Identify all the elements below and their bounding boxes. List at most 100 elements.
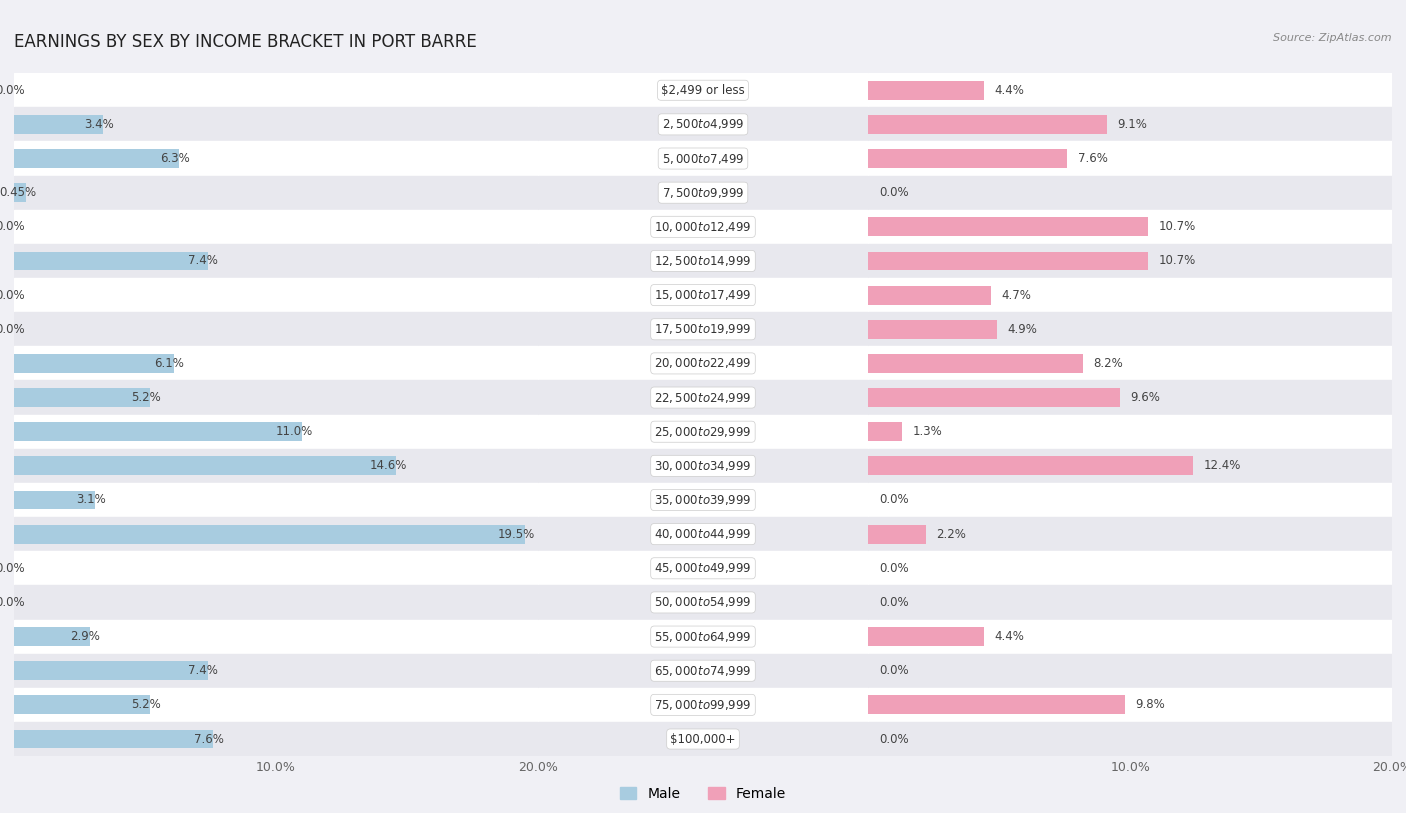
Bar	[869, 176, 1392, 210]
Bar	[869, 722, 1392, 756]
Bar	[537, 483, 869, 517]
Bar	[869, 695, 1125, 715]
Text: 0.0%: 0.0%	[0, 220, 24, 233]
Bar	[537, 585, 869, 620]
Text: $65,000 to $74,999: $65,000 to $74,999	[654, 663, 752, 678]
Bar	[14, 585, 537, 620]
Bar	[14, 141, 537, 176]
Text: $20,000 to $22,499: $20,000 to $22,499	[654, 356, 752, 371]
Bar	[869, 415, 1392, 449]
Bar	[869, 217, 1149, 237]
Bar	[537, 415, 869, 449]
Bar	[869, 585, 1392, 620]
Bar	[537, 244, 869, 278]
Bar	[869, 449, 1392, 483]
Bar	[869, 320, 997, 339]
Text: 0.0%: 0.0%	[0, 562, 24, 575]
Text: 3.1%: 3.1%	[76, 493, 105, 506]
Bar	[14, 183, 25, 202]
Text: 3.4%: 3.4%	[84, 118, 114, 131]
Text: $55,000 to $64,999: $55,000 to $64,999	[654, 629, 752, 644]
Text: EARNINGS BY SEX BY INCOME BRACKET IN PORT BARRE: EARNINGS BY SEX BY INCOME BRACKET IN POR…	[14, 33, 477, 50]
Bar	[869, 654, 1392, 688]
Bar	[869, 422, 903, 441]
Bar	[869, 551, 1392, 585]
Bar	[869, 244, 1392, 278]
Bar	[537, 654, 869, 688]
Text: 0.0%: 0.0%	[0, 289, 24, 302]
Text: 9.8%: 9.8%	[1136, 698, 1166, 711]
Text: 11.0%: 11.0%	[276, 425, 312, 438]
Bar	[14, 627, 90, 646]
Text: $30,000 to $34,999: $30,000 to $34,999	[654, 459, 752, 473]
Text: 1.3%: 1.3%	[912, 425, 942, 438]
Bar	[537, 141, 869, 176]
Text: 0.0%: 0.0%	[879, 493, 908, 506]
Text: $100,000+: $100,000+	[671, 733, 735, 746]
Bar	[869, 80, 984, 100]
Bar	[537, 688, 869, 722]
Bar	[537, 176, 869, 210]
Bar	[869, 285, 991, 305]
Bar	[14, 415, 537, 449]
Bar	[869, 388, 1119, 407]
Bar	[14, 210, 537, 244]
Bar	[14, 654, 537, 688]
Text: $2,500 to $4,999: $2,500 to $4,999	[662, 117, 744, 132]
Bar	[14, 312, 537, 346]
Text: 5.2%: 5.2%	[131, 391, 160, 404]
Bar	[537, 210, 869, 244]
Text: 9.6%: 9.6%	[1130, 391, 1160, 404]
Bar	[537, 312, 869, 346]
Text: 7.4%: 7.4%	[188, 254, 218, 267]
Text: 6.3%: 6.3%	[160, 152, 190, 165]
Legend: Male, Female: Male, Female	[614, 781, 792, 806]
Bar	[14, 524, 524, 544]
Bar	[869, 346, 1392, 380]
Bar	[537, 380, 869, 415]
Text: 4.7%: 4.7%	[1002, 289, 1032, 302]
Bar	[869, 115, 1107, 134]
Text: $12,500 to $14,999: $12,500 to $14,999	[654, 254, 752, 268]
Text: $7,500 to $9,999: $7,500 to $9,999	[662, 185, 744, 200]
Bar	[14, 620, 537, 654]
Text: 2.2%: 2.2%	[936, 528, 966, 541]
Text: 0.0%: 0.0%	[879, 596, 908, 609]
Text: 19.5%: 19.5%	[498, 528, 536, 541]
Bar	[869, 380, 1392, 415]
Text: $2,499 or less: $2,499 or less	[661, 84, 745, 97]
Bar	[869, 524, 927, 544]
Text: Source: ZipAtlas.com: Source: ZipAtlas.com	[1274, 33, 1392, 42]
Bar	[869, 456, 1192, 476]
Bar	[14, 449, 537, 483]
Text: 7.6%: 7.6%	[1078, 152, 1108, 165]
Bar	[14, 380, 537, 415]
Bar	[869, 354, 1083, 373]
Text: 10.7%: 10.7%	[1159, 254, 1197, 267]
Text: $50,000 to $54,999: $50,000 to $54,999	[654, 595, 752, 610]
Bar	[14, 490, 96, 510]
Text: 4.4%: 4.4%	[994, 84, 1024, 97]
Bar	[14, 149, 179, 168]
Text: 5.2%: 5.2%	[131, 698, 160, 711]
Bar	[14, 244, 537, 278]
Bar	[537, 620, 869, 654]
Bar	[14, 115, 103, 134]
Text: $17,500 to $19,999: $17,500 to $19,999	[654, 322, 752, 337]
Bar	[869, 210, 1392, 244]
Text: 0.0%: 0.0%	[879, 186, 908, 199]
Bar	[14, 722, 537, 756]
Bar	[14, 688, 537, 722]
Bar	[14, 483, 537, 517]
Bar	[14, 695, 150, 715]
Bar	[14, 551, 537, 585]
Text: 0.0%: 0.0%	[0, 84, 24, 97]
Bar	[14, 729, 214, 749]
Text: 7.4%: 7.4%	[188, 664, 218, 677]
Bar	[14, 661, 208, 680]
Bar	[869, 483, 1392, 517]
Text: $5,000 to $7,499: $5,000 to $7,499	[662, 151, 744, 166]
Text: $25,000 to $29,999: $25,000 to $29,999	[654, 424, 752, 439]
Text: $10,000 to $12,499: $10,000 to $12,499	[654, 220, 752, 234]
Bar	[14, 422, 302, 441]
